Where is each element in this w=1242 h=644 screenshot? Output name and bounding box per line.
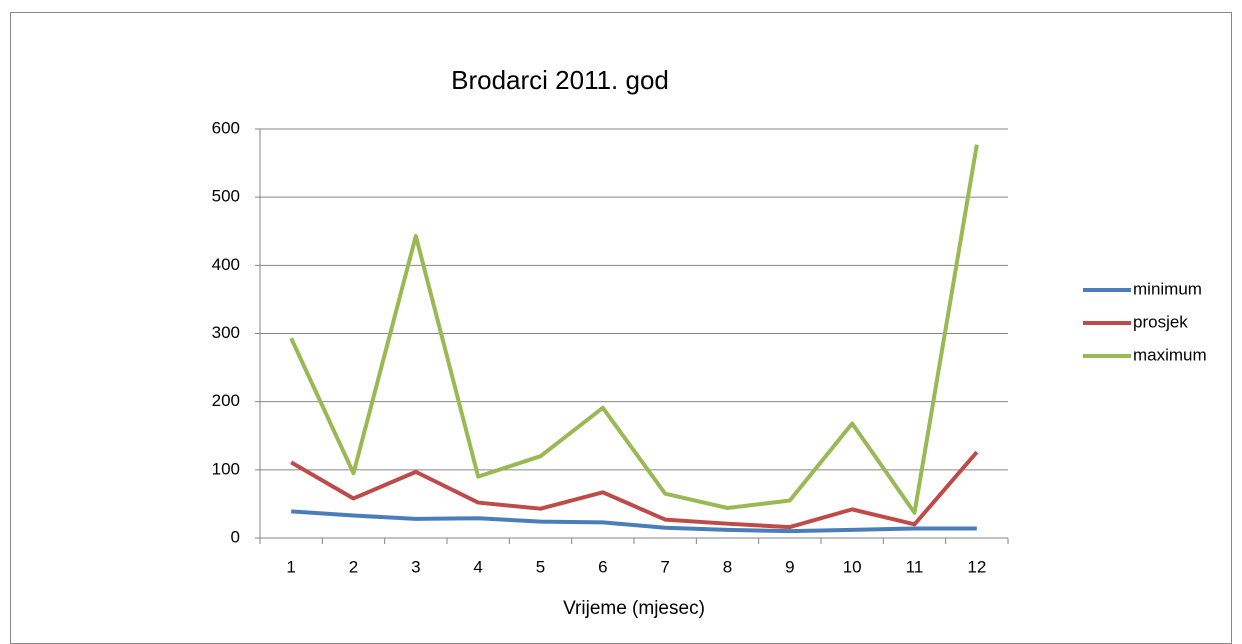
y-tick-label: 600 (212, 118, 240, 137)
y-tick-label: 0 (231, 527, 240, 546)
x-tick-label: 10 (843, 557, 862, 576)
legend-label: minimum (1133, 279, 1202, 298)
x-tick-label: 2 (349, 557, 358, 576)
y-tick-label: 400 (212, 255, 240, 274)
x-tick-label: 5 (536, 557, 545, 576)
series-line (291, 509, 977, 534)
x-tick-label: 3 (411, 557, 420, 576)
chart-title: Brodarci 2011. god (451, 65, 669, 95)
legend-label: prosjek (1133, 312, 1188, 331)
y-tick-label: 300 (212, 323, 240, 342)
series-line (290, 450, 979, 530)
series-line (289, 144, 979, 515)
y-tick-label: 500 (212, 187, 240, 206)
x-tick-label: 9 (785, 557, 794, 576)
x-tick-label: 4 (473, 557, 482, 576)
x-tick-label: 6 (598, 557, 607, 576)
y-tick-label: 100 (212, 459, 240, 478)
x-tick-label: 7 (660, 557, 669, 576)
x-tick-label: 11 (906, 557, 924, 576)
legend-label: maximum (1133, 345, 1207, 364)
x-tick-label: 12 (967, 557, 986, 576)
x-tick-label: 1 (286, 557, 295, 576)
chart-border (10, 12, 1232, 644)
x-axis-label: Vrijeme (mjesec) (563, 598, 705, 619)
x-tick-label: 8 (723, 557, 732, 576)
y-tick-label: 200 (212, 391, 240, 410)
